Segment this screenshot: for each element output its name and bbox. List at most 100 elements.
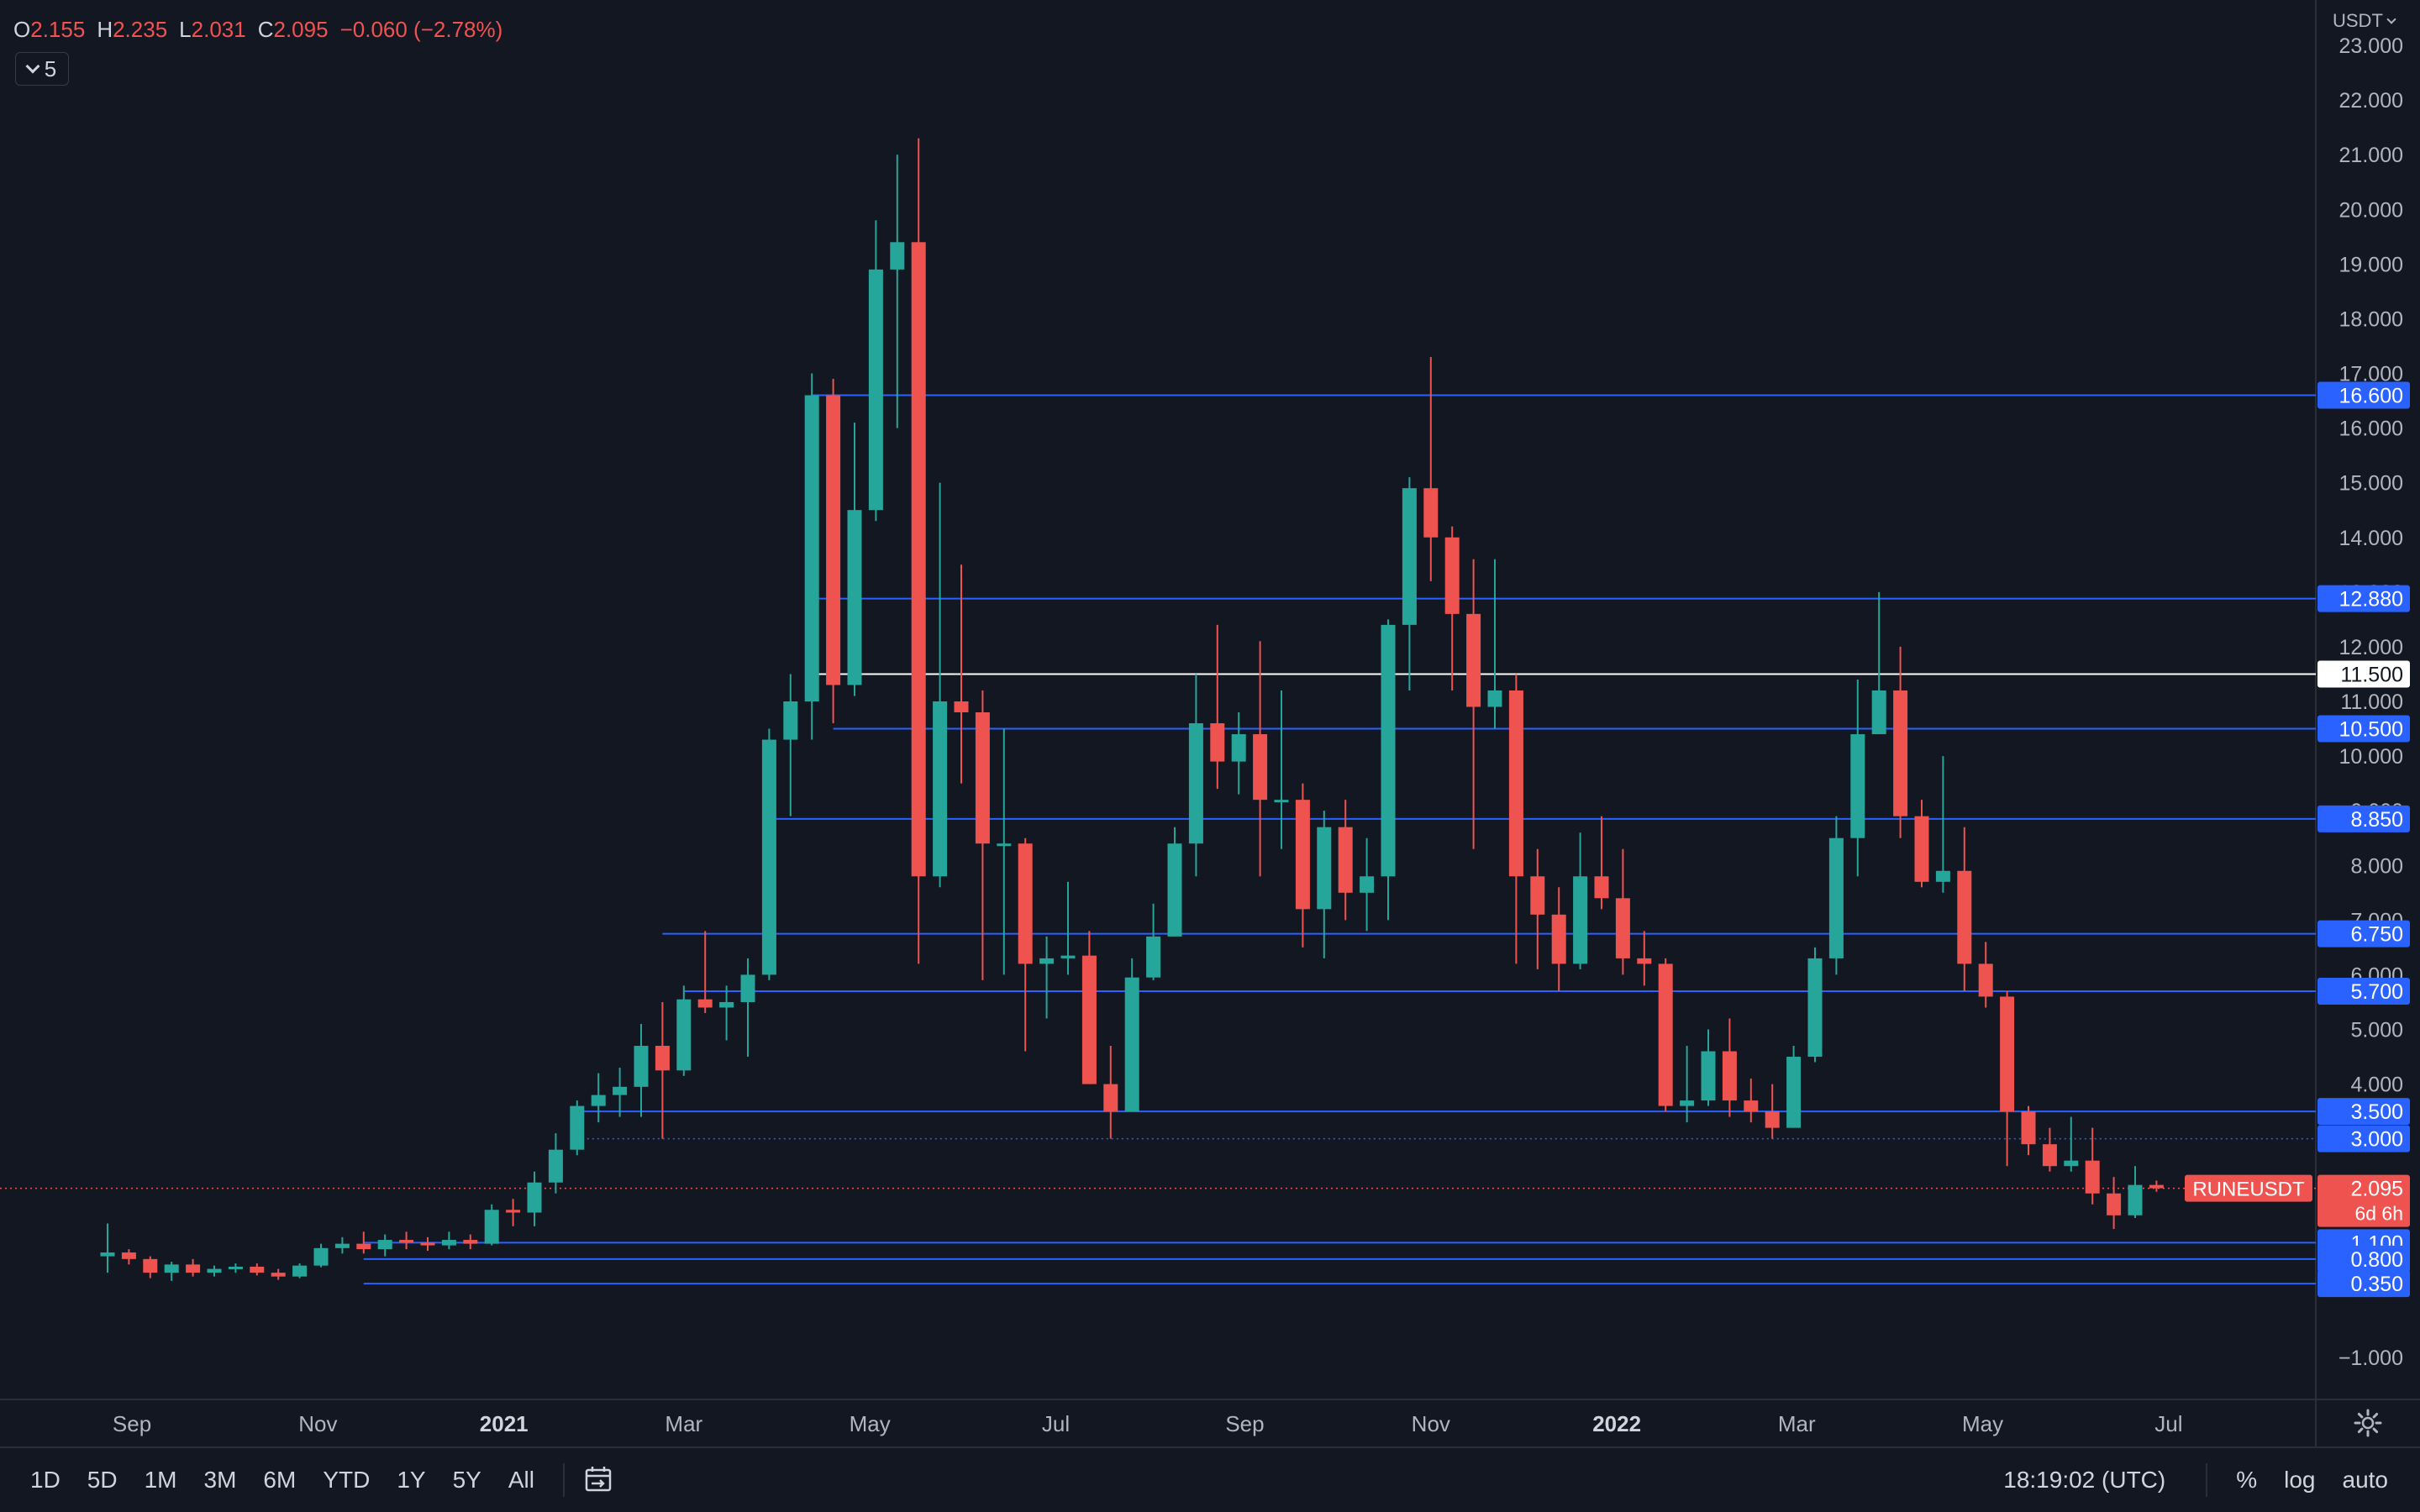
range-all-button[interactable]: All <box>508 1467 534 1493</box>
candle-body[interactable] <box>1338 827 1353 893</box>
level-price-tag[interactable] <box>2317 381 2410 409</box>
range-1d-button[interactable]: 1D <box>30 1467 60 1493</box>
candle-body[interactable] <box>1295 800 1310 910</box>
level-price-tag[interactable] <box>2317 920 2410 948</box>
range-ytd-button[interactable]: YTD <box>323 1467 371 1493</box>
candle-body[interactable] <box>356 1243 371 1250</box>
candle-body[interactable] <box>1231 734 1246 762</box>
candle-body[interactable] <box>1466 613 1481 707</box>
candle-body[interactable] <box>2064 1160 2079 1167</box>
candle-body[interactable] <box>2128 1184 2143 1215</box>
candle-body[interactable] <box>1360 876 1375 893</box>
candle-body[interactable] <box>740 974 755 1002</box>
candle-body[interactable] <box>377 1240 392 1250</box>
candle-body[interactable] <box>313 1247 329 1266</box>
candle-body[interactable] <box>271 1273 286 1277</box>
candle-body[interactable] <box>1828 837 1844 958</box>
candle-body[interactable] <box>697 999 713 1008</box>
candle-body[interactable] <box>1594 876 1609 899</box>
log-scale-toggle[interactable]: log <box>2284 1467 2316 1493</box>
candle-body[interactable] <box>2149 1184 2164 1189</box>
candle-body[interactable] <box>868 269 883 511</box>
candle-body[interactable] <box>506 1210 521 1213</box>
candle-body[interactable] <box>933 701 948 877</box>
candle-body[interactable] <box>1551 914 1566 964</box>
candle-body[interactable] <box>783 701 798 740</box>
indicators-toggle-button[interactable]: 5 <box>15 52 69 86</box>
range-5d-button[interactable]: 5D <box>87 1467 118 1493</box>
candle-body[interactable] <box>1317 827 1332 910</box>
candle-body[interactable] <box>761 739 776 975</box>
candle-body[interactable] <box>164 1264 179 1273</box>
candle-body[interactable] <box>975 712 990 844</box>
level-price-tag[interactable] <box>2317 1098 2410 1126</box>
candle-body[interactable] <box>2021 1111 2036 1145</box>
candle-body[interactable] <box>1274 800 1289 803</box>
candle-body[interactable] <box>207 1268 222 1273</box>
candle-body[interactable] <box>1039 958 1055 964</box>
candle-body[interactable] <box>2085 1160 2100 1194</box>
candle-body[interactable] <box>1508 690 1523 877</box>
candle-body[interactable] <box>1146 936 1161 978</box>
candle-body[interactable] <box>1744 1100 1759 1112</box>
candle-body[interactable] <box>1893 690 1908 816</box>
candle-body[interactable] <box>1167 843 1182 937</box>
level-price-tag[interactable] <box>2317 660 2410 688</box>
candle-body[interactable] <box>634 1046 649 1087</box>
candle-body[interactable] <box>1615 898 1630 958</box>
candle-body[interactable] <box>847 510 862 685</box>
candle-body[interactable] <box>719 1001 734 1008</box>
candle-body[interactable] <box>548 1149 563 1183</box>
candle-body[interactable] <box>1381 624 1396 877</box>
candle-body[interactable] <box>2107 1193 2122 1215</box>
candle-body[interactable] <box>1423 488 1439 538</box>
candle-body[interactable] <box>527 1182 542 1213</box>
candle-body[interactable] <box>1722 1051 1737 1101</box>
level-price-tag[interactable] <box>2317 585 2410 612</box>
currency-selector[interactable]: USDT <box>2333 10 2396 32</box>
candle-body[interactable] <box>1444 537 1460 614</box>
candle-body[interactable] <box>441 1240 456 1246</box>
candle-body[interactable] <box>2000 996 2015 1112</box>
candle-body[interactable] <box>143 1258 158 1273</box>
candle-body[interactable] <box>1914 816 1929 882</box>
candle-body[interactable] <box>911 242 926 877</box>
candle-body[interactable] <box>1253 734 1268 801</box>
candle-body[interactable] <box>826 395 841 685</box>
candle-body[interactable] <box>1680 1100 1695 1106</box>
candle-body[interactable] <box>420 1242 435 1246</box>
candle-body[interactable] <box>1957 870 1972 964</box>
candle-body[interactable] <box>1530 876 1545 915</box>
level-price-tag[interactable] <box>2317 715 2410 743</box>
candle-body[interactable] <box>655 1046 670 1071</box>
candle-body[interactable] <box>1402 488 1417 625</box>
candle-body[interactable] <box>954 701 969 713</box>
candle-body[interactable] <box>890 242 905 270</box>
level-price-tag[interactable] <box>2317 1270 2410 1298</box>
current-price-tag[interactable] <box>2317 1174 2410 1227</box>
candle-body[interactable] <box>804 395 819 701</box>
candle-body[interactable] <box>334 1243 350 1248</box>
go-to-date-calendar-icon[interactable] <box>580 1462 617 1499</box>
level-price-tag[interactable] <box>2317 977 2410 1005</box>
candle-body[interactable] <box>228 1266 243 1269</box>
range-3m-button[interactable]: 3M <box>203 1467 237 1493</box>
candle-body[interactable] <box>1786 1057 1802 1128</box>
level-price-tag[interactable] <box>2317 1125 2410 1152</box>
settings-gear-icon[interactable] <box>2353 1408 2383 1438</box>
candle-body[interactable] <box>1060 955 1076 958</box>
candle-body[interactable] <box>1658 963 1673 1106</box>
range-1m-button[interactable]: 1M <box>144 1467 177 1493</box>
candle-body[interactable] <box>1637 958 1652 964</box>
candle-body[interactable] <box>2042 1144 2057 1167</box>
candle-body[interactable] <box>292 1265 308 1277</box>
candle-body[interactable] <box>613 1086 628 1095</box>
symbol-tag[interactable] <box>2185 1174 2312 1202</box>
candle-body[interactable] <box>1487 690 1502 707</box>
candle-body[interactable] <box>186 1264 201 1273</box>
candle-body[interactable] <box>1701 1051 1716 1101</box>
candle-body[interactable] <box>997 843 1012 847</box>
candle-body[interactable] <box>1081 955 1097 1084</box>
candle-body[interactable] <box>399 1240 414 1243</box>
